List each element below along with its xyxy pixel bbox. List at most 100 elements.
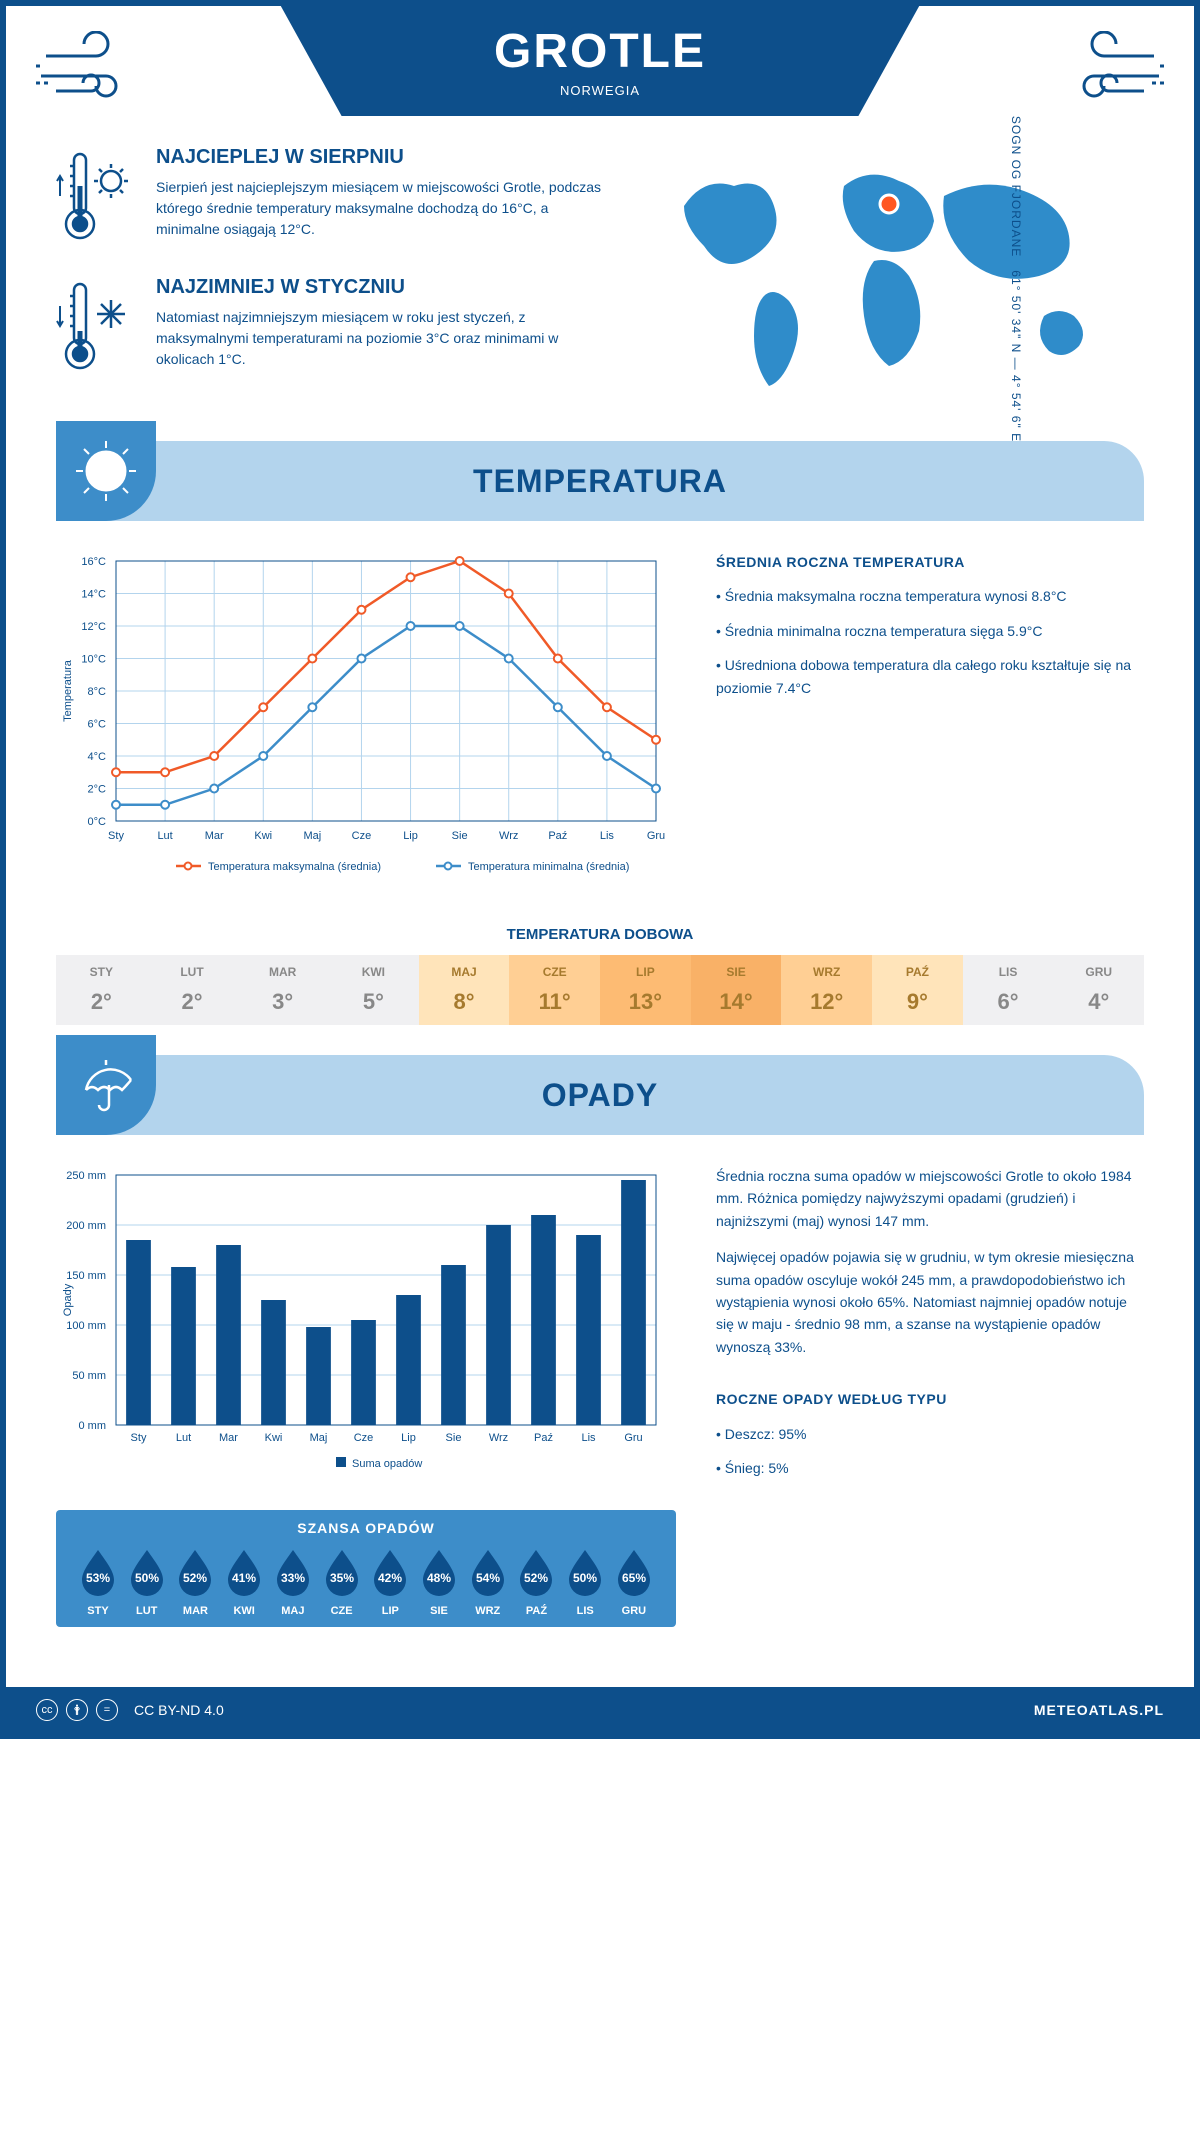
svg-text:10°C: 10°C [81, 654, 106, 666]
daily-temp-cell: MAR3° [237, 955, 328, 1025]
daily-temp-cell: KWI5° [328, 955, 419, 1025]
svg-text:Paź: Paź [534, 1432, 553, 1444]
page-title: GROTLE [494, 24, 706, 79]
svg-text:52%: 52% [183, 1571, 207, 1585]
svg-text:Sty: Sty [131, 1432, 147, 1444]
svg-text:Temperatura: Temperatura [62, 659, 74, 722]
thermometer-snow-icon [56, 276, 136, 376]
svg-text:16°C: 16°C [81, 556, 106, 568]
chance-drop: 50%LIS [563, 1546, 607, 1617]
page: GROTLE NORWEGIA NAJCIEPLEJ W SIERPNIU Si… [0, 0, 1200, 1739]
svg-text:Maj: Maj [310, 1432, 328, 1444]
svg-text:42%: 42% [378, 1571, 402, 1585]
temperature-chart: 0°C2°C4°C6°C8°C10°C12°C14°C16°CStyLutMar… [56, 551, 676, 896]
svg-text:Wrz: Wrz [489, 1432, 508, 1444]
nd-icon: = [96, 1699, 118, 1721]
chance-drop: 52%MAR [173, 1546, 217, 1617]
umbrella-icon [56, 1035, 156, 1135]
precip-p2: Najwięcej opadów pojawia się w grudniu, … [716, 1246, 1144, 1358]
chance-drop: 53%STY [76, 1546, 120, 1617]
daily-temp-table: TEMPERATURA DOBOWA STY2°LUT2°MAR3°KWI5°M… [56, 926, 1144, 1025]
daily-temp-cell: LIP13° [600, 955, 691, 1025]
svg-text:14°C: 14°C [81, 589, 106, 601]
svg-text:Paź: Paź [548, 830, 567, 842]
summary-title: NAJCIEPLEJ W SIERPNIU [156, 146, 604, 169]
svg-text:Lip: Lip [403, 830, 418, 842]
annual-item: Średnia minimalna roczna temperatura się… [716, 620, 1144, 642]
svg-text:0°C: 0°C [88, 816, 107, 828]
svg-text:Opady: Opady [62, 1283, 74, 1316]
svg-text:Lut: Lut [176, 1432, 191, 1444]
svg-text:Maj: Maj [303, 830, 321, 842]
svg-text:50%: 50% [573, 1571, 597, 1585]
cc-icon: cc [36, 1699, 58, 1721]
daily-title: TEMPERATURA DOBOWA [56, 926, 1144, 943]
svg-text:35%: 35% [330, 1571, 354, 1585]
world-map: SOGN OG FJORDANE 61° 50' 34" N — 4° 54' … [644, 146, 1144, 411]
svg-text:4°C: 4°C [88, 751, 107, 763]
svg-text:150 mm: 150 mm [66, 1270, 106, 1282]
section-title: TEMPERATURA [473, 463, 727, 500]
daily-temp-cell: WRZ12° [781, 955, 872, 1025]
by-type-title: ROCZNE OPADY WEDŁUG TYPU [716, 1388, 1144, 1410]
coordinates: SOGN OG FJORDANE 61° 50' 34" N — 4° 54' … [1009, 115, 1023, 441]
chance-drop: 35%CZE [320, 1546, 364, 1617]
daily-temp-cell: GRU4° [1053, 955, 1144, 1025]
chance-drop: 42%LIP [368, 1546, 412, 1617]
annual-item: Średnia maksymalna roczna temperatura wy… [716, 585, 1144, 607]
svg-text:Gru: Gru [624, 1432, 642, 1444]
svg-text:0 mm: 0 mm [79, 1420, 107, 1432]
svg-text:52%: 52% [524, 1571, 548, 1585]
svg-text:Sie: Sie [452, 830, 468, 842]
chance-drop: 54%WRZ [466, 1546, 510, 1617]
daily-temp-cell: LUT2° [147, 955, 238, 1025]
svg-text:50 mm: 50 mm [72, 1370, 106, 1382]
svg-text:53%: 53% [86, 1571, 110, 1585]
section-title: OPADY [542, 1077, 658, 1114]
svg-text:Lis: Lis [600, 830, 615, 842]
svg-text:Mar: Mar [205, 830, 224, 842]
svg-text:33%: 33% [281, 1571, 305, 1585]
summary-title: NAJZIMNIEJ W STYCZNIU [156, 276, 604, 299]
svg-text:41%: 41% [232, 1571, 256, 1585]
chance-drop: 65%GRU [612, 1546, 656, 1617]
summary-text: Natomiast najzimniejszym miesiącem w rok… [156, 307, 604, 370]
header: GROTLE NORWEGIA [6, 6, 1194, 116]
footer: cc 🛉 = CC BY-ND 4.0 METEOATLAS.PL [6, 1687, 1194, 1733]
svg-text:Kwi: Kwi [265, 1432, 283, 1444]
svg-text:Lip: Lip [401, 1432, 416, 1444]
precip-chart: 0 mm50 mm100 mm150 mm200 mm250 mmStyLutM… [56, 1165, 676, 1490]
svg-text:100 mm: 100 mm [66, 1320, 106, 1332]
chance-drop: 33%MAJ [271, 1546, 315, 1617]
wind-icon [1044, 31, 1164, 111]
chance-drop: 41%KWI [222, 1546, 266, 1617]
svg-text:Cze: Cze [352, 830, 372, 842]
chance-title: SZANSA OPADÓW [76, 1520, 656, 1536]
svg-text:8°C: 8°C [88, 686, 107, 698]
sun-icon [56, 421, 156, 521]
svg-text:200 mm: 200 mm [66, 1220, 106, 1232]
svg-text:54%: 54% [476, 1571, 500, 1585]
svg-text:50%: 50% [135, 1571, 159, 1585]
svg-text:12°C: 12°C [81, 621, 106, 633]
daily-temp-cell: LIS6° [963, 955, 1054, 1025]
svg-text:Suma opadów: Suma opadów [352, 1458, 422, 1470]
country: NORWEGIA [494, 83, 706, 98]
chance-of-precip: SZANSA OPADÓW 53%STY50%LUT52%MAR41%KWI33… [56, 1510, 676, 1627]
svg-text:Lis: Lis [581, 1432, 596, 1444]
site-name: METEOATLAS.PL [1034, 1702, 1164, 1718]
svg-text:Kwi: Kwi [254, 830, 272, 842]
svg-text:Mar: Mar [219, 1432, 238, 1444]
chance-drop: 52%PAŹ [514, 1546, 558, 1617]
wind-icon [36, 31, 156, 111]
svg-text:Sie: Sie [446, 1432, 462, 1444]
annual-title: ŚREDNIA ROCZNA TEMPERATURA [716, 551, 1144, 573]
daily-temp-cell: SIE14° [691, 955, 782, 1025]
type-item: Śnieg: 5% [716, 1457, 1144, 1479]
svg-text:48%: 48% [427, 1571, 451, 1585]
section-header-temperature: TEMPERATURA [56, 441, 1144, 521]
svg-text:Lut: Lut [157, 830, 172, 842]
daily-temp-cell: PAŹ9° [872, 955, 963, 1025]
chance-drop: 50%LUT [125, 1546, 169, 1617]
summary-warmest: NAJCIEPLEJ W SIERPNIU Sierpień jest najc… [56, 146, 604, 246]
